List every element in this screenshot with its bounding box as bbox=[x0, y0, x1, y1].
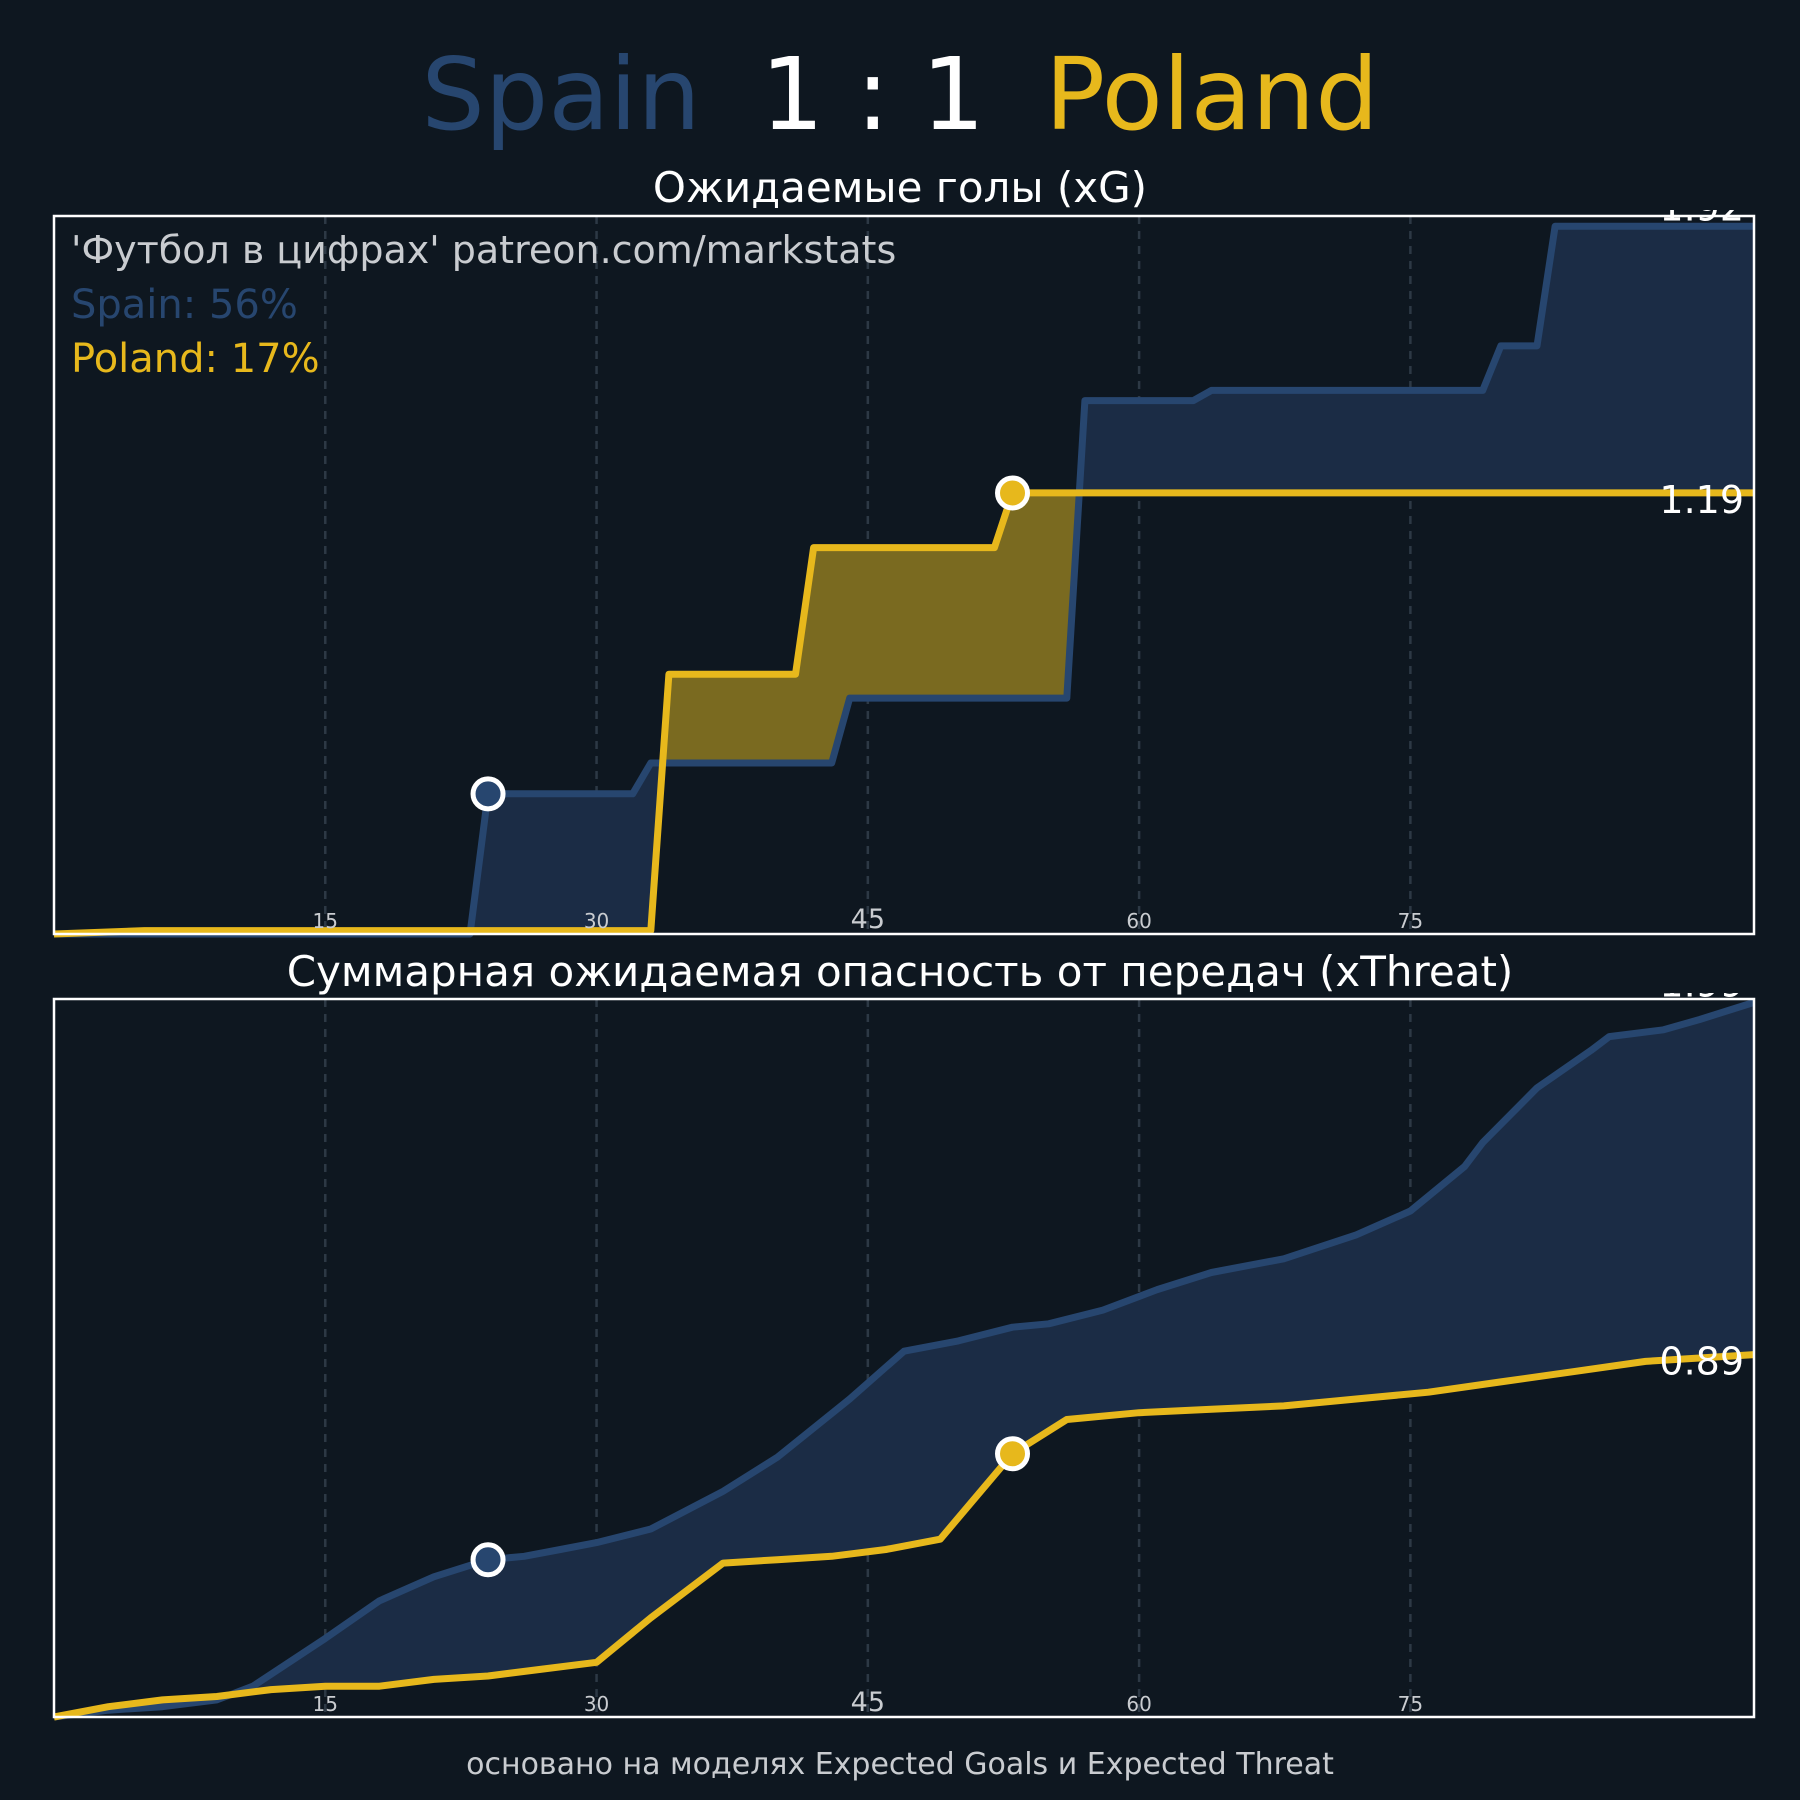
xt-lead-area-spain bbox=[231, 1002, 1755, 1695]
xthreat-chart-title: Суммарная ожидаемая опасность от передач… bbox=[286, 947, 1514, 996]
legend-team-a: Spain: 56% bbox=[71, 282, 298, 328]
xg-tick-label: 75 bbox=[1398, 909, 1423, 933]
match-score: 1 : 1 bbox=[760, 36, 986, 153]
match-header: Spain 1 : 1 Poland bbox=[0, 30, 1800, 160]
xg-tick-label: 15 bbox=[313, 909, 338, 933]
xg-lead-area-spain bbox=[1079, 226, 1754, 493]
xt-tick-label: 30 bbox=[584, 1692, 609, 1716]
xg-chart: 15 30 45 60 75 1.92 1.19 bbox=[52, 210, 1756, 938]
xt-tick-label: 45 bbox=[851, 1687, 885, 1718]
xt-goal-marker-poland bbox=[995, 1436, 1031, 1472]
xt-line-poland bbox=[53, 1351, 1755, 1721]
footer-note: основано на моделях Expected Goals и Exp… bbox=[466, 1747, 1334, 1782]
xt-tick-label: 60 bbox=[1126, 1692, 1151, 1716]
xt-final-value-poland: 0.89 bbox=[1659, 1340, 1744, 1384]
xg-line-spain bbox=[54, 222, 1754, 938]
xg-final-value-poland: 1.19 bbox=[1659, 478, 1744, 522]
xg-tick-label: 45 bbox=[851, 904, 885, 935]
xg-goal-marker-poland bbox=[995, 475, 1031, 511]
team-a-name: Spain bbox=[421, 36, 701, 153]
xg-tick-label: 30 bbox=[584, 909, 609, 933]
xt-goal-marker-spain bbox=[470, 1542, 506, 1578]
xt-frame bbox=[52, 997, 1756, 1719]
xt-line-spain bbox=[53, 999, 1756, 1721]
xg-line-poland bbox=[53, 489, 1754, 938]
xg-lead-area-poland bbox=[663, 492, 1079, 763]
legend-team-b: Poland: 17% bbox=[71, 336, 320, 382]
xt-final-value-spain: 1.99 bbox=[1659, 993, 1744, 1005]
watermark: 'Футбол в цифрах' patreon.com/markstats bbox=[71, 228, 897, 272]
team-b-name: Poland bbox=[1044, 36, 1379, 153]
xg-chart-title: Ожидаемые голы (xG) bbox=[652, 163, 1148, 212]
xg-final-value-spain: 1.92 bbox=[1659, 210, 1744, 229]
xg-frame bbox=[52, 214, 1756, 936]
xthreat-chart: 15 30 45 60 75 1.99 0.89 bbox=[52, 993, 1756, 1721]
xg-lead-area-spain bbox=[470, 763, 663, 931]
xg-tick-label: 60 bbox=[1126, 909, 1151, 933]
xg-goal-marker-spain bbox=[470, 776, 506, 812]
xt-tick-label: 15 bbox=[313, 1692, 338, 1716]
xt-tick-label: 75 bbox=[1398, 1692, 1423, 1716]
